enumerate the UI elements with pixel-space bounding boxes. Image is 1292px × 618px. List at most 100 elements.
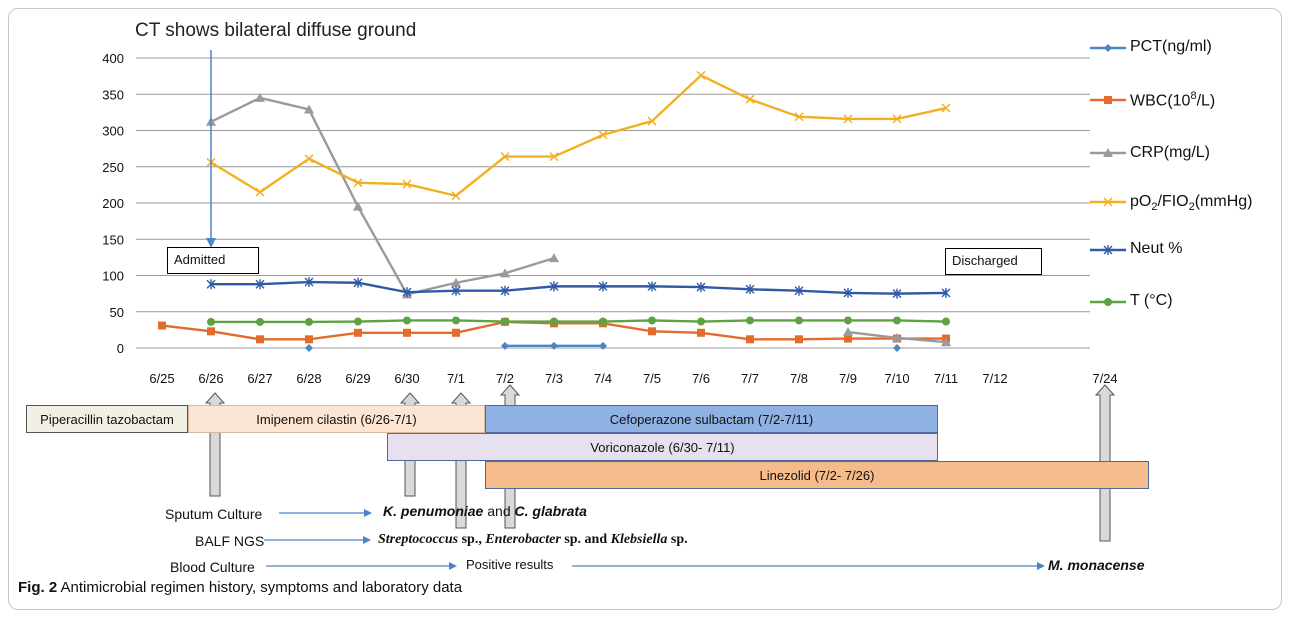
x-tick-label: 7/12 [982,371,1007,386]
data-point-temp [207,317,215,326]
data-point-pf [892,114,902,124]
x-tick-label: 7/8 [790,371,808,386]
data-point-temp [942,317,950,326]
result-arrow-head [364,509,372,517]
x-axis-ticks: 6/25 6/26 6/27 6/28 6/29 6/30 7/1 7/2 7/3 7/4 7/5 7… [149,371,1117,386]
data-point-temp [550,317,558,326]
data-point-pct [501,341,509,350]
bar-imipenem: Imipenem cilastin (6/26-7/1) [188,405,485,433]
y-tick-label: 150 [102,232,124,247]
x-tick-label: 7/1 [447,371,465,386]
y-tick-label: 250 [102,160,124,175]
data-point-neut [451,285,461,296]
data-point-wbc [305,335,313,344]
y-tick-label: 0 [117,341,124,356]
data-point-crp [941,337,951,347]
data-point-pf [304,154,314,164]
data-point-pf [941,103,951,113]
x-tick-label: 7/2 [496,371,514,386]
data-point-neut [304,277,314,288]
legend-crp: CRP(mg/L) [1130,144,1211,161]
data-point-temp [305,317,313,326]
data-point-neut [549,281,559,292]
data-point-crp [843,327,853,337]
series-temp [207,316,950,326]
data-point-temp [452,316,460,325]
data-point-pct [599,341,607,350]
data-point-wbc [746,335,754,344]
data-point-neut [255,279,265,290]
result-arrow-head [363,536,371,544]
data-point-crp [451,277,461,287]
figure-frame [8,8,1282,610]
y-tick-label: 350 [102,87,124,102]
balf-ngs-result: Streptococcus sp., Enterobacter sp. and … [378,532,688,547]
series-line-crp [210,96,555,296]
x-tick-label: 7/9 [839,371,857,386]
result-arrow-head [1037,562,1045,570]
data-point-neut [745,284,755,295]
legend-marker-pct [1104,44,1112,52]
data-point-pct [550,341,558,350]
bar-cefoperazone: Cefoperazone sulbactam (7/2-7/11) [485,405,938,433]
legend-wbc: WBC(108/L) [1130,90,1216,110]
x-tick-label: 6/26 [198,371,223,386]
x-tick-label: 6/28 [296,371,321,386]
blood-culture-result: M. monacense [1048,557,1145,573]
data-point-pf [549,152,559,162]
legend-neut: Neut % [1130,240,1183,257]
legend-marker-neut [1103,245,1113,255]
data-point-wbc [256,335,264,344]
data-point-temp [697,317,705,326]
data-point-temp [795,316,803,325]
blood-culture-positive: Positive results [466,557,554,572]
series-crp [206,92,951,347]
figure-caption: Fig. 2 Antimicrobial regimen history, sy… [18,579,463,596]
data-point-neut [843,287,853,298]
data-point-wbc [158,321,166,330]
legend-marker-crp [1103,148,1113,157]
y-tick-label: 400 [102,51,124,66]
y-tick-label: 200 [102,196,124,211]
x-tick-label: 6/27 [247,371,272,386]
series-neut [206,277,951,299]
data-point-neut [696,282,706,293]
data-point-pct [305,344,313,352]
y-tick-label: 50 [110,305,124,320]
legend-markers [1090,44,1126,306]
data-point-pf [255,187,265,197]
data-point-temp [599,317,607,326]
data-point-temp [501,317,509,326]
data-point-neut [500,285,510,296]
x-tick-label: 6/30 [394,371,419,386]
x-tick-label: 7/10 [884,371,909,386]
data-point-pf [500,152,510,162]
data-point-temp [746,316,754,325]
data-point-neut [941,287,951,298]
legend-pct: PCT(ng/ml) [1130,38,1212,55]
data-point-wbc [354,328,362,337]
data-point-temp [256,317,264,326]
legend-temp: T (°C) [1130,292,1173,309]
data-point-temp [844,316,852,325]
data-point-pf [696,70,706,80]
y-tick-label: 100 [102,269,124,284]
x-tick-label: 6/29 [345,371,370,386]
admitted-box: Admitted [167,247,259,274]
data-point-crp [255,92,265,102]
series-line-pf [210,73,947,198]
legend-marker-pf [1103,197,1113,207]
data-point-neut [647,281,657,292]
legend-marker-temp [1104,298,1112,306]
data-point-pf [598,130,608,140]
data-point-wbc [207,327,215,336]
series-pf [206,70,951,201]
result-arrow-head [449,562,457,570]
data-point-pf [745,94,755,104]
sputum-culture-result: K. penumoniae and C. glabrata [383,503,587,519]
data-point-pct [893,344,901,352]
bar-voriconazole: Voriconazole (6/30- 7/11) [387,433,938,461]
data-point-temp [648,316,656,325]
data-point-temp [403,316,411,325]
